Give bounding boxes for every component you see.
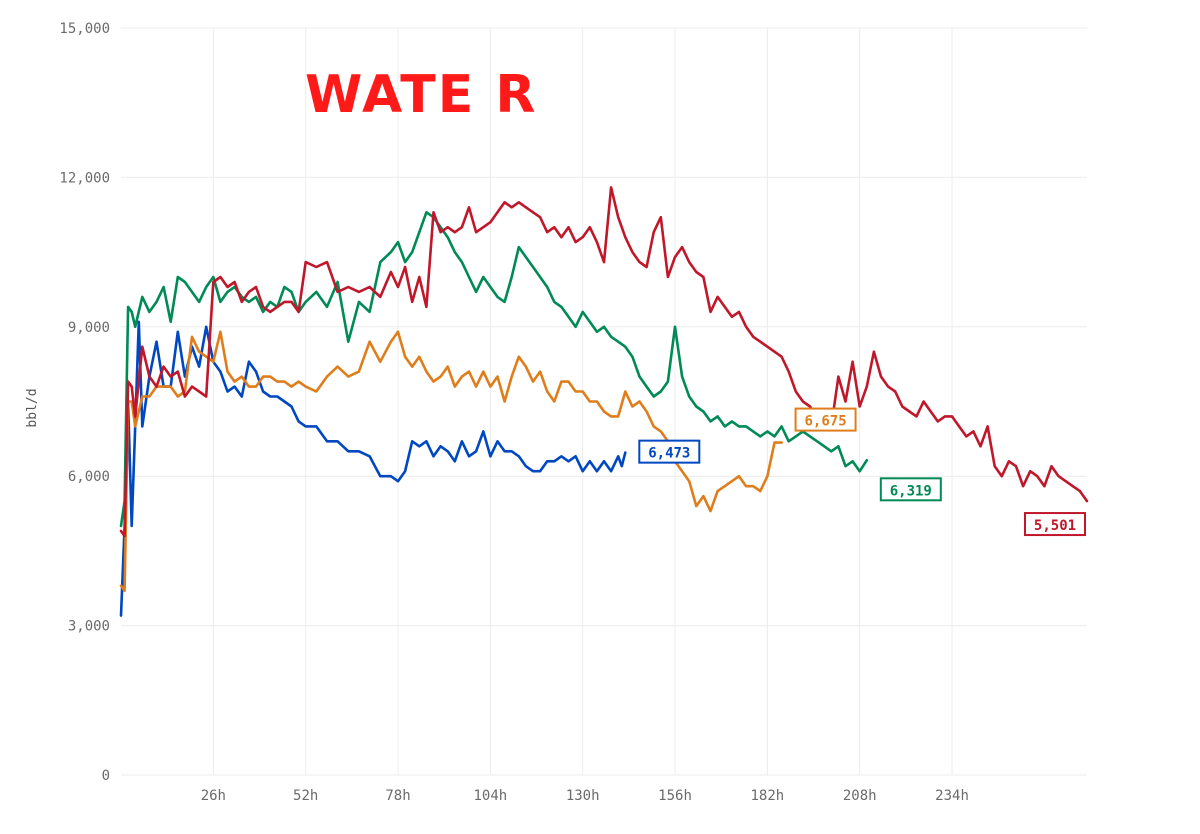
series-line [119,320,627,617]
y-tick-label: 15,000 [59,21,110,37]
x-tick-label: 130h [566,788,600,804]
series-line [119,211,869,528]
y-tick-label: 12,000 [59,170,110,186]
y-tick-label: 3,000 [68,619,110,635]
series-lines [119,186,1089,617]
x-tick-label: 26h [201,788,226,804]
y-axis-label: bbl/d [25,388,40,427]
series-end-label-box [638,439,701,464]
x-tick-label: 234h [935,788,969,804]
y-tick-label: 9,000 [68,320,110,336]
axis-ticks: 0 3,000 6,000 9,000 12,000 15,000 26h 52h 78h 104… [59,21,968,804]
series-end-label: 6,675 [804,414,846,430]
series-end-label: 6,319 [890,483,932,499]
x-tick-label: 182h [751,788,785,804]
grid-lines [121,27,1087,776]
series-end-label-box [794,407,857,432]
series-end-label-box [1024,512,1086,537]
end-labels: 6,473 6,675 6,319 5,501 [638,407,1086,537]
x-tick-label: 208h [843,788,877,804]
chart-title: WATE R [305,65,537,125]
series-end-label-box [879,477,942,502]
x-tick-label: 104h [473,788,507,804]
y-tick-label: 0 [102,768,110,784]
x-tick-label: 156h [658,788,692,804]
series-end-label: 6,473 [648,446,690,462]
series-end-label: 5,501 [1034,518,1076,534]
x-tick-label: 78h [385,788,410,804]
y-tick-label: 6,000 [68,469,110,485]
series-line [119,186,1089,538]
x-tick-label: 52h [293,788,318,804]
